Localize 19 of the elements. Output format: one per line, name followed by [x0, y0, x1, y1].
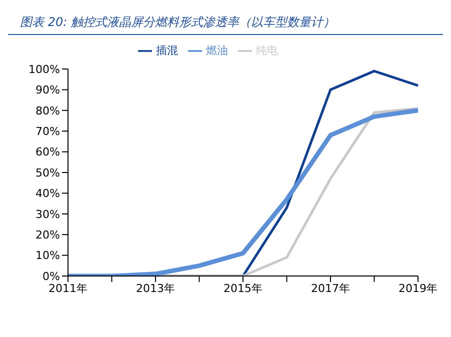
y-tick-label: 50%	[36, 166, 60, 180]
x-tick-label: 2019年	[398, 282, 438, 295]
y-tick-label: 40%	[36, 187, 60, 200]
x-tick-label: 2015年	[224, 282, 262, 295]
legend-label: 燃油	[206, 44, 228, 57]
y-tick-label: 20%	[36, 228, 60, 242]
y-tick-label: 70%	[36, 125, 60, 138]
y-tick-label: 90%	[36, 84, 60, 97]
y-tick-label: 0%	[42, 270, 60, 283]
x-tick-label: 2011年	[48, 282, 88, 295]
y-tick-label: 60%	[36, 146, 60, 159]
x-tick-label: 2013年	[136, 282, 175, 295]
y-tick-label: 100%	[28, 62, 60, 76]
y-tick-label: 10%	[36, 249, 60, 262]
y-tick-label: 80%	[36, 104, 60, 118]
chart-title: 图表 20: 触控式液晶屏分燃料形式渗透率（以车型数量计）	[8, 8, 443, 35]
y-tick-label: 30%	[36, 208, 60, 221]
x-tick-label: 2017年	[311, 282, 350, 295]
legend-label: 插混	[156, 44, 178, 57]
